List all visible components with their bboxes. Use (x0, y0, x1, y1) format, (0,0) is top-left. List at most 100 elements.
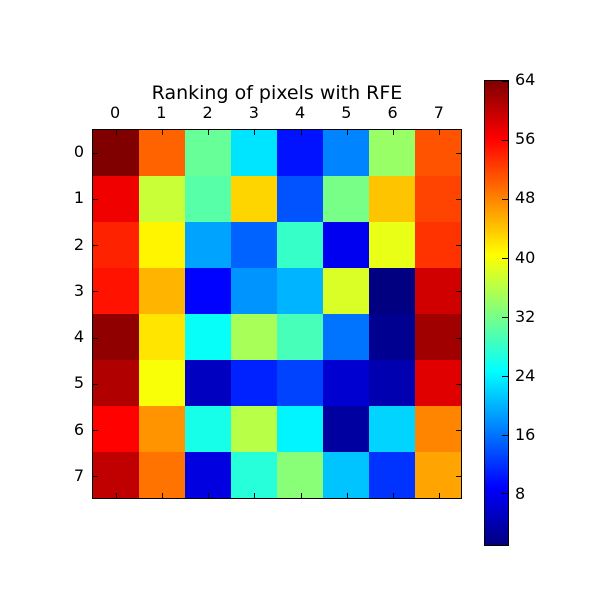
y-tick-mark (456, 291, 461, 293)
heatmap-cell (415, 452, 461, 498)
heatmap-cell (139, 452, 185, 498)
colorbar-tick-mark (502, 375, 508, 377)
colorbar-tick-mark (502, 198, 508, 200)
heatmap-axes (92, 129, 462, 499)
heatmap-cell (185, 222, 231, 268)
heatmap-cell (415, 176, 461, 222)
colorbar-tick-mark (502, 139, 508, 141)
x-tick-mark (254, 130, 256, 135)
y-tick-mark (93, 476, 98, 478)
heatmap-cell (369, 406, 415, 452)
heatmap-cell (415, 406, 461, 452)
x-tick-mark (393, 130, 395, 135)
y-tick-label: 6 (73, 419, 84, 439)
heatmap-cell (415, 314, 461, 360)
heatmap-cell (185, 130, 231, 176)
y-tick-mark (456, 152, 461, 154)
colorbar-tick-label: 32 (515, 306, 536, 326)
y-tick-mark (456, 337, 461, 339)
heatmap-cell (323, 268, 369, 314)
heatmap-cell (93, 360, 139, 406)
x-tick-label: 0 (110, 103, 121, 122)
colorbar-tick-label: 56 (515, 129, 536, 149)
heatmap-cell (185, 314, 231, 360)
heatmap-cell (231, 176, 277, 222)
y-tick-mark (456, 245, 461, 247)
heatmap-cell (277, 314, 323, 360)
heatmap-cell (93, 314, 139, 360)
colorbar-tick-mark (502, 316, 508, 318)
x-tick-mark (393, 493, 395, 498)
y-tick-label: 0 (73, 142, 84, 162)
heatmap-cell (185, 452, 231, 498)
y-tick-label: 3 (73, 280, 84, 300)
heatmap-cell (415, 268, 461, 314)
colorbar-tick-label: 48 (515, 188, 536, 208)
y-tick-label: 4 (73, 327, 84, 347)
y-tick-mark (93, 383, 98, 385)
y-tick-mark (93, 337, 98, 339)
y-tick-label: 5 (73, 373, 84, 393)
heatmap-cell (369, 222, 415, 268)
y-tick-mark (93, 152, 98, 154)
heatmap-cell (415, 360, 461, 406)
colorbar-tick-mark (502, 434, 508, 436)
heatmap-cell (231, 268, 277, 314)
heatmap-cell (93, 176, 139, 222)
x-tick-mark (254, 493, 256, 498)
heatmap-cell (323, 314, 369, 360)
colorbar (484, 80, 509, 546)
colorbar-tick-label: 8 (515, 484, 526, 504)
heatmap-cell (139, 406, 185, 452)
heatmap-cell (277, 360, 323, 406)
x-tick-mark (346, 130, 348, 135)
x-tick-mark (439, 493, 441, 498)
x-tick-mark (300, 493, 302, 498)
heatmap-cell (369, 452, 415, 498)
heatmap-cell (277, 268, 323, 314)
heatmap-cell (93, 130, 139, 176)
y-tick-mark (93, 430, 98, 432)
heatmap-cell (231, 314, 277, 360)
heatmap-cell (139, 314, 185, 360)
y-tick-mark (456, 198, 461, 200)
x-tick-mark (208, 493, 210, 498)
heatmap-cell (231, 222, 277, 268)
heatmap-cell (93, 222, 139, 268)
y-tick-label: 7 (73, 465, 84, 485)
heatmap-cell (139, 360, 185, 406)
heatmap-cell (231, 452, 277, 498)
colorbar-tick-label: 40 (515, 247, 536, 267)
colorbar-tick-mark (502, 493, 508, 495)
heatmap-cell (369, 268, 415, 314)
x-tick-mark (300, 130, 302, 135)
heatmap-cell (323, 360, 369, 406)
heatmap-cell (93, 452, 139, 498)
heatmap-cell (369, 360, 415, 406)
heatmap-cell (323, 452, 369, 498)
heatmap-cell (139, 222, 185, 268)
heatmap-cell (323, 406, 369, 452)
x-tick-label: 4 (295, 103, 306, 122)
heatmap-cell (185, 360, 231, 406)
heatmap-cell (231, 360, 277, 406)
y-tick-mark (93, 291, 98, 293)
x-tick-label: 6 (387, 103, 398, 122)
heatmap-cell (139, 176, 185, 222)
y-tick-mark (456, 476, 461, 478)
y-tick-mark (93, 198, 98, 200)
chart-title: Ranking of pixels with RFE (151, 82, 403, 104)
heatmap (93, 130, 461, 498)
x-tick-label: 2 (202, 103, 213, 122)
heatmap-cell (277, 222, 323, 268)
colorbar-tick-label: 24 (515, 365, 536, 385)
heatmap-cell (277, 406, 323, 452)
heatmap-cell (277, 130, 323, 176)
heatmap-cell (139, 130, 185, 176)
x-tick-label: 1 (156, 103, 167, 122)
colorbar-tick-label: 64 (515, 70, 536, 89)
x-tick-mark (115, 130, 117, 135)
heatmap-cell (93, 268, 139, 314)
heatmap-cell (323, 222, 369, 268)
